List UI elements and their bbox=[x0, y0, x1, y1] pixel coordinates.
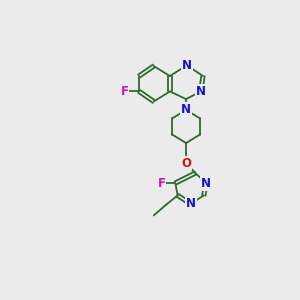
Text: N: N bbox=[201, 177, 211, 190]
Text: F: F bbox=[121, 85, 128, 98]
Text: F: F bbox=[158, 177, 166, 190]
Text: N: N bbox=[196, 85, 206, 98]
Text: N: N bbox=[182, 59, 192, 72]
Text: N: N bbox=[181, 103, 191, 116]
Text: O: O bbox=[181, 157, 191, 169]
Text: N: N bbox=[186, 197, 196, 210]
